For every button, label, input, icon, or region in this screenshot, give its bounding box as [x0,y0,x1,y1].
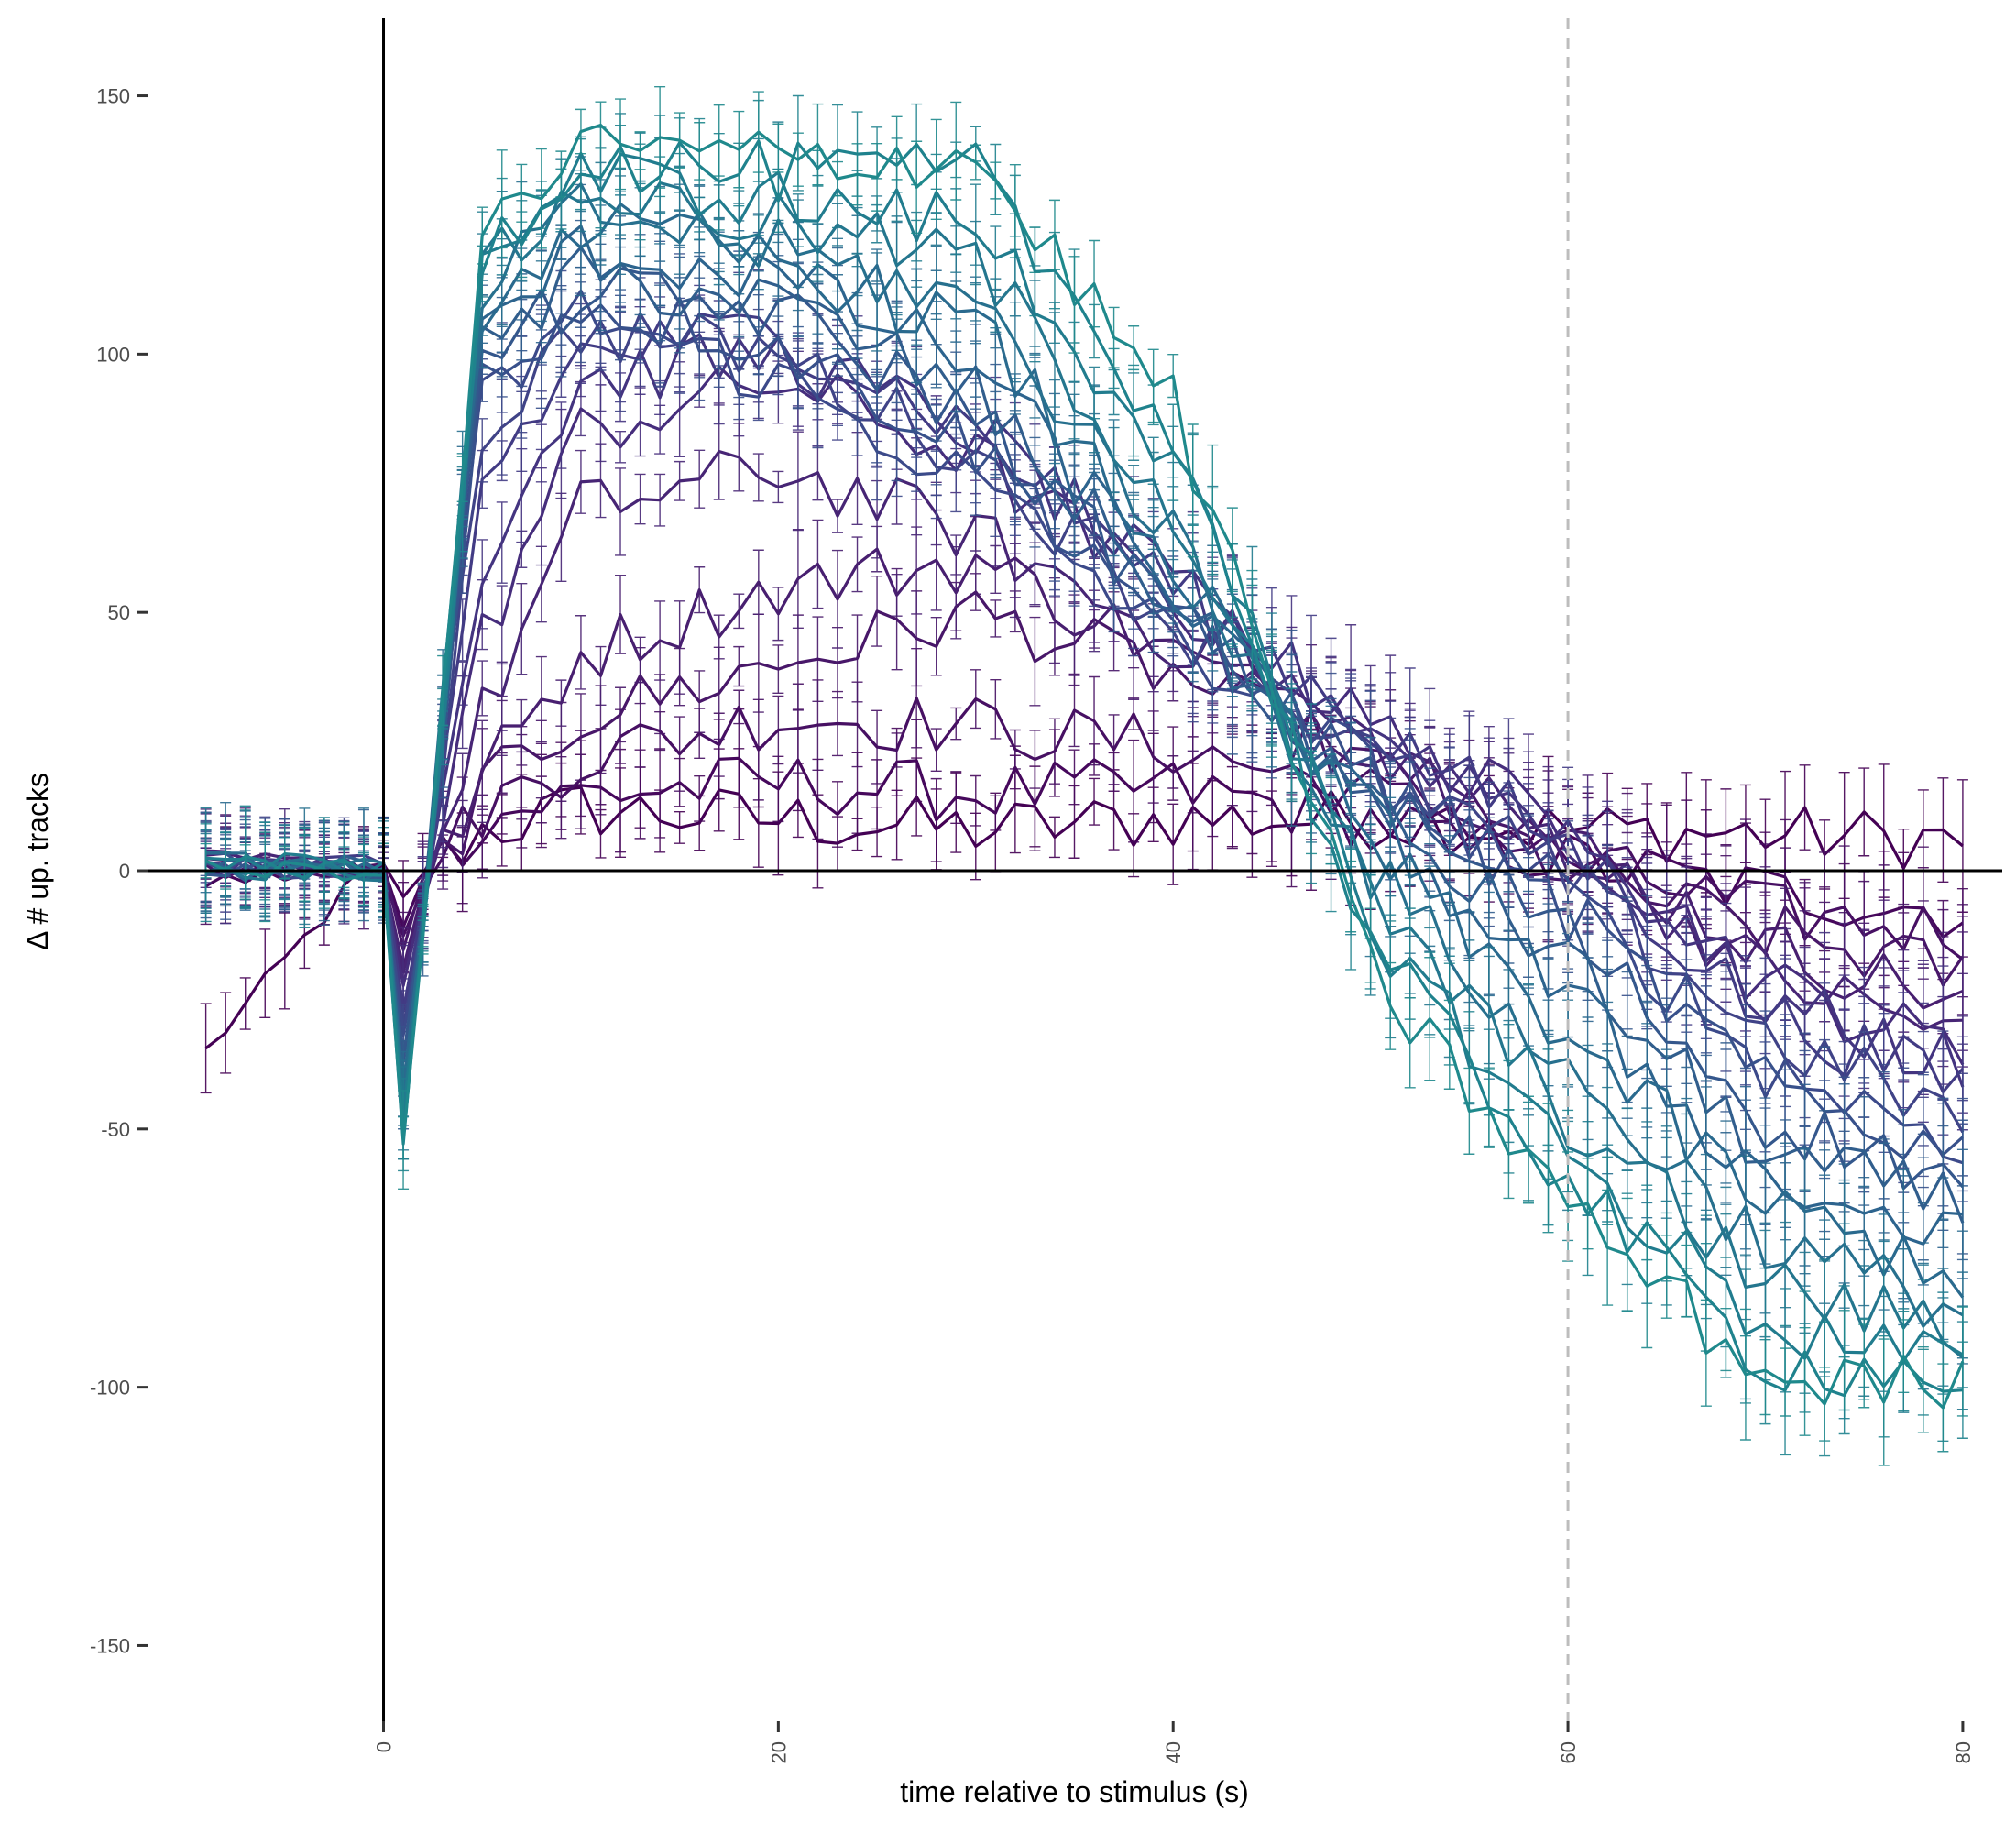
series-18-line [205,181,1964,1359]
series-12-line [205,296,1964,1160]
x-tick-label: 0 [373,1741,396,1752]
x-tick-label: 60 [1557,1741,1580,1763]
y-tick-label: -50 [101,1118,130,1141]
series-5-line [205,547,1964,1010]
series-3-line [205,697,1964,961]
series-group [200,85,1968,1466]
series-13-line [205,267,1965,1191]
series-20-line [205,139,1964,1398]
y-tick-label: 50 [108,601,130,624]
y-tick-label: 100 [96,343,130,366]
series-15-error-bars [200,183,1968,1300]
series-19 [200,113,1968,1420]
series-5 [200,509,1968,1068]
series-8 [200,294,1968,1131]
series-14-line [204,246,1965,1224]
y-tick-label: 150 [96,85,130,108]
plot-area [147,18,2002,1723]
series-21 [200,85,1968,1466]
series-17-line [205,182,1964,1328]
series-7-line [204,365,1965,1066]
x-axis-title: time relative to stimulus (s) [900,1775,1249,1808]
x-axis: 0 20 40 60 80 [373,1721,1975,1763]
series-1-line [204,785,1964,1050]
x-tick-label: 80 [1952,1741,1975,1763]
series-19-error-bars [200,113,1968,1420]
y-axis: 150 100 50 0 -50 -100 -150 [90,85,148,1657]
series-15 [200,183,1968,1300]
y-tick-label: -100 [90,1377,130,1399]
series-2 [200,708,1968,988]
series-9-line [204,312,1965,1094]
y-tick-label: 0 [119,860,130,883]
y-axis-title: Δ # up. tracks [21,773,54,950]
x-tick-label: 40 [1162,1741,1185,1763]
series-8-error-bars [200,294,1968,1131]
series-16-line [205,202,1965,1299]
y-tick-label: -150 [90,1634,130,1657]
series-2-error-bars [200,708,1968,988]
series-6-line [205,449,1963,1031]
series-21-line [204,123,1965,1410]
series-12 [200,253,1968,1211]
series-12-error-bars [200,253,1968,1211]
x-tick-label: 20 [767,1741,790,1763]
